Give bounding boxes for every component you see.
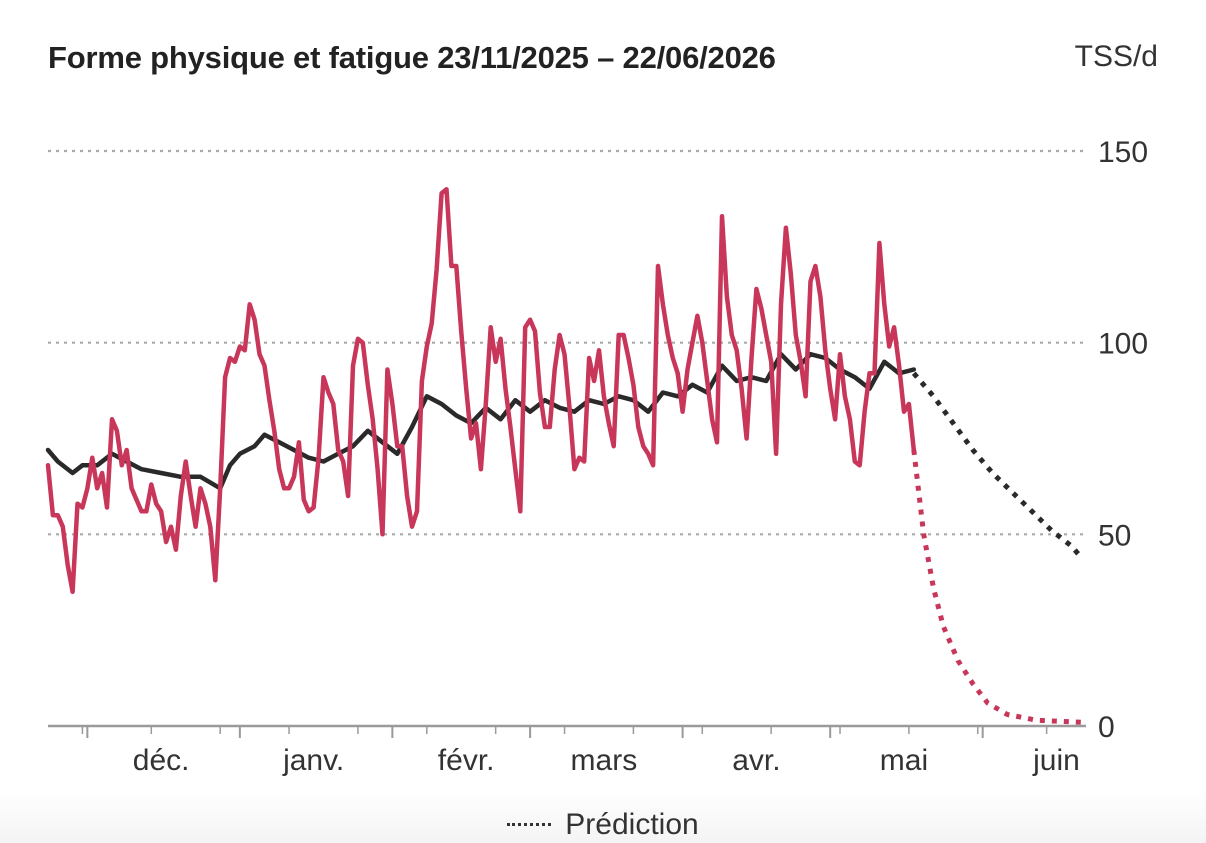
tick-labels: 0 50 100 150 déc. janv. févr. mars avr. mai juin	[133, 136, 1148, 777]
y-tick-label-50: 50	[1098, 519, 1131, 552]
x-tick-label: déc.	[133, 744, 190, 777]
prediction-dotted-swatch	[507, 822, 552, 826]
x-tick-label: mars	[571, 744, 638, 777]
series-lines	[45, 187, 1083, 725]
chart-title: Forme physique et fatigue 23/11/2025 – 2…	[48, 40, 776, 75]
x-tick-label: avr.	[732, 744, 780, 777]
fatigue-prediction-line	[911, 449, 1082, 725]
x-tick-label: mai	[880, 744, 928, 777]
fitness-line	[45, 351, 917, 491]
fatigue-line	[45, 187, 917, 595]
legend: Prédiction	[0, 808, 1206, 842]
legend-prediction-label: Prédiction	[565, 808, 699, 841]
y-tick-label-0: 0	[1098, 711, 1115, 744]
y-axis-unit-label: TSS/d	[1074, 40, 1158, 73]
grid-lines	[48, 149, 1086, 536]
x-axis	[48, 724, 1086, 738]
x-tick-label: févr.	[438, 744, 495, 777]
y-tick-label-100: 100	[1098, 328, 1148, 361]
legend-background	[0, 790, 1206, 843]
x-tick-label: juin	[1032, 744, 1080, 777]
y-tick-label-150: 150	[1098, 136, 1148, 169]
fitness-prediction-line	[911, 371, 1083, 559]
x-tick-label: janv.	[282, 744, 344, 777]
